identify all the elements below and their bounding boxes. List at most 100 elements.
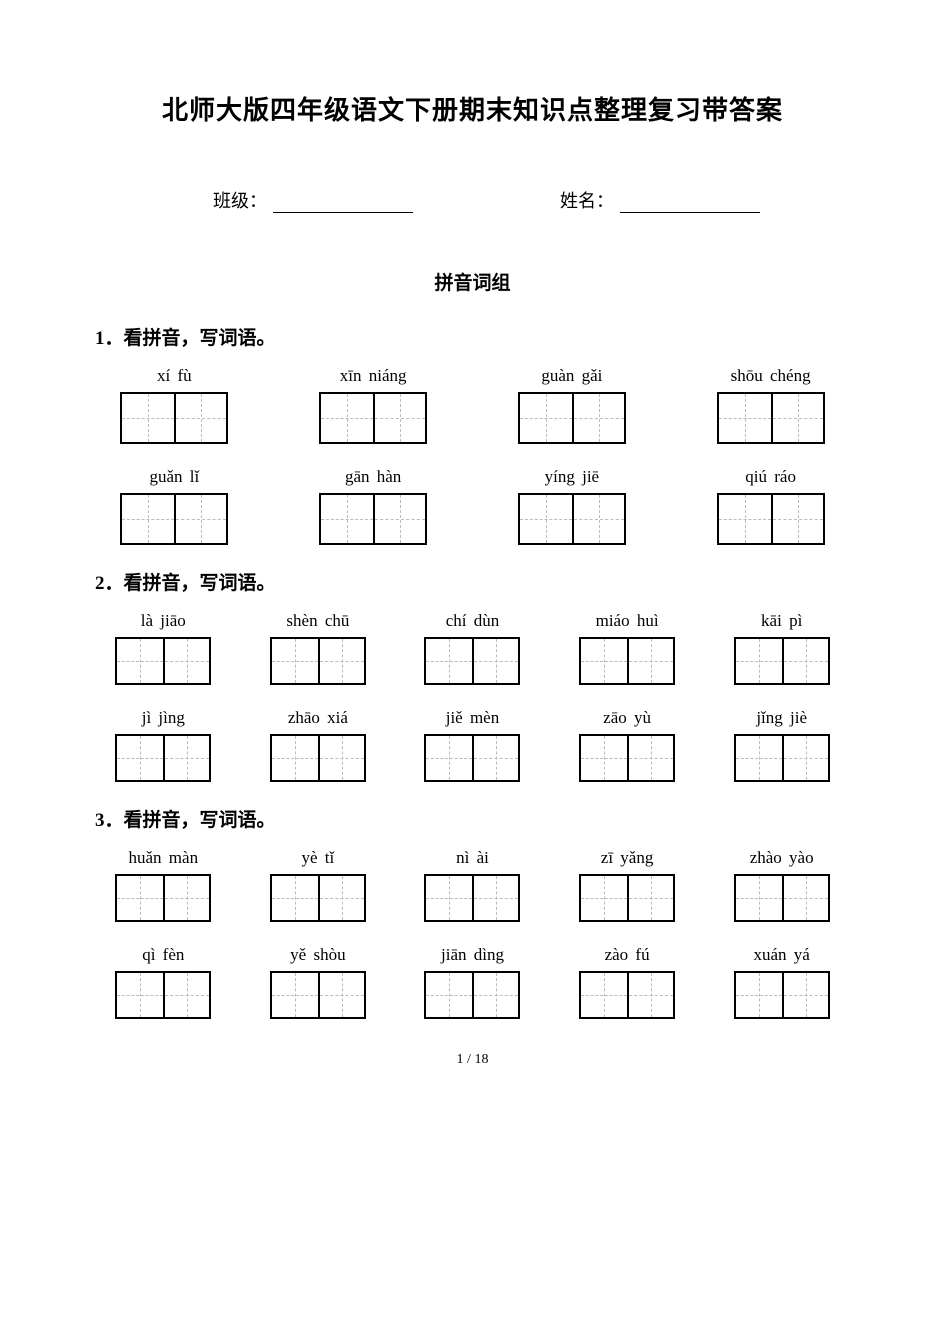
tianzige-cell[interactable]	[627, 639, 673, 683]
tianzige-box[interactable]	[717, 493, 825, 545]
tianzige-box[interactable]	[319, 392, 427, 444]
tianzige-cell[interactable]	[122, 495, 174, 543]
tianzige-cell[interactable]	[426, 639, 472, 683]
tianzige-cell[interactable]	[426, 876, 472, 920]
tianzige-cell[interactable]	[572, 394, 624, 442]
tianzige-box[interactable]	[579, 637, 675, 685]
tianzige-cell[interactable]	[117, 736, 163, 780]
pinyin-text: jǐng jiè	[713, 708, 850, 728]
tianzige-cell[interactable]	[163, 973, 209, 1017]
tianzige-cell[interactable]	[627, 876, 673, 920]
tianzige-box[interactable]	[734, 874, 830, 922]
tianzige-cell[interactable]	[373, 495, 425, 543]
tianzige-cell[interactable]	[321, 495, 373, 543]
tianzige-cell[interactable]	[426, 736, 472, 780]
tianzige-cell[interactable]	[174, 495, 226, 543]
tianzige-cell[interactable]	[472, 639, 518, 683]
tianzige-cell[interactable]	[472, 973, 518, 1017]
tianzige-box[interactable]	[319, 493, 427, 545]
tianzige-cell[interactable]	[581, 876, 627, 920]
pinyin-text: huǎn màn	[95, 848, 232, 868]
tianzige-cell[interactable]	[771, 495, 823, 543]
tianzige-cell[interactable]	[163, 876, 209, 920]
tianzige-box[interactable]	[115, 971, 211, 1019]
tianzige-cell[interactable]	[782, 973, 828, 1017]
tianzige-box[interactable]	[734, 734, 830, 782]
tianzige-box[interactable]	[579, 971, 675, 1019]
tianzige-box[interactable]	[717, 392, 825, 444]
tianzige-cell[interactable]	[373, 394, 425, 442]
tianzige-cell[interactable]	[318, 736, 364, 780]
tianzige-box[interactable]	[270, 637, 366, 685]
tianzige-box[interactable]	[115, 734, 211, 782]
tianzige-box[interactable]	[270, 734, 366, 782]
class-blank[interactable]	[273, 195, 413, 213]
pinyin-text: jì jìng	[95, 708, 232, 728]
tianzige-box[interactable]	[424, 734, 520, 782]
tianzige-box[interactable]	[424, 874, 520, 922]
tianzige-box[interactable]	[518, 392, 626, 444]
pinyin-text: zào fú	[559, 945, 696, 965]
tianzige-cell[interactable]	[318, 973, 364, 1017]
page-title: 北师大版四年级语文下册期末知识点整理复习带答案	[95, 90, 850, 127]
tianzige-cell[interactable]	[719, 495, 771, 543]
tianzige-cell[interactable]	[782, 736, 828, 780]
tianzige-cell[interactable]	[117, 876, 163, 920]
tianzige-cell[interactable]	[117, 639, 163, 683]
tianzige-box[interactable]	[518, 493, 626, 545]
tianzige-cell[interactable]	[321, 394, 373, 442]
question-heading: 2．看拼音，写词语。	[95, 568, 850, 595]
tianzige-cell[interactable]	[782, 876, 828, 920]
tianzige-box[interactable]	[270, 874, 366, 922]
tianzige-box[interactable]	[579, 734, 675, 782]
pinyin-item: zhāo xiá	[250, 708, 387, 785]
tianzige-cell[interactable]	[719, 394, 771, 442]
pinyin-text: gān hàn	[294, 467, 453, 487]
tianzige-box[interactable]	[120, 392, 228, 444]
tianzige-box[interactable]	[734, 637, 830, 685]
tianzige-box[interactable]	[270, 971, 366, 1019]
tianzige-cell[interactable]	[163, 639, 209, 683]
tianzige-cell[interactable]	[581, 973, 627, 1017]
tianzige-cell[interactable]	[117, 973, 163, 1017]
tianzige-cell[interactable]	[627, 973, 673, 1017]
tianzige-cell[interactable]	[771, 394, 823, 442]
tianzige-cell[interactable]	[472, 876, 518, 920]
tianzige-cell[interactable]	[736, 639, 782, 683]
tianzige-cell[interactable]	[520, 394, 572, 442]
tianzige-cell[interactable]	[272, 876, 318, 920]
pinyin-text: xīn niáng	[294, 366, 453, 386]
name-blank[interactable]	[620, 195, 760, 213]
tianzige-box[interactable]	[120, 493, 228, 545]
tianzige-cell[interactable]	[736, 736, 782, 780]
tianzige-cell[interactable]	[163, 736, 209, 780]
tianzige-cell[interactable]	[572, 495, 624, 543]
tianzige-box[interactable]	[424, 971, 520, 1019]
page-current: 1	[457, 1052, 464, 1067]
tianzige-box[interactable]	[579, 874, 675, 922]
pinyin-text: qì fèn	[95, 945, 232, 965]
tianzige-cell[interactable]	[272, 973, 318, 1017]
tianzige-cell[interactable]	[318, 876, 364, 920]
tianzige-cell[interactable]	[736, 973, 782, 1017]
tianzige-cell[interactable]	[174, 394, 226, 442]
tianzige-cell[interactable]	[472, 736, 518, 780]
tianzige-cell[interactable]	[272, 639, 318, 683]
tianzige-box[interactable]	[115, 637, 211, 685]
tianzige-cell[interactable]	[581, 736, 627, 780]
tianzige-cell[interactable]	[581, 639, 627, 683]
tianzige-box[interactable]	[734, 971, 830, 1019]
tianzige-cell[interactable]	[122, 394, 174, 442]
tianzige-box[interactable]	[424, 637, 520, 685]
pinyin-item: qiú ráo	[691, 467, 850, 548]
tianzige-box[interactable]	[115, 874, 211, 922]
tianzige-cell[interactable]	[627, 736, 673, 780]
tianzige-cell[interactable]	[426, 973, 472, 1017]
class-label: 班级：	[213, 191, 267, 211]
tianzige-cell[interactable]	[736, 876, 782, 920]
tianzige-cell[interactable]	[782, 639, 828, 683]
tianzige-cell[interactable]	[318, 639, 364, 683]
tianzige-cell[interactable]	[272, 736, 318, 780]
tianzige-cell[interactable]	[520, 495, 572, 543]
pinyin-text: nì ài	[404, 848, 541, 868]
